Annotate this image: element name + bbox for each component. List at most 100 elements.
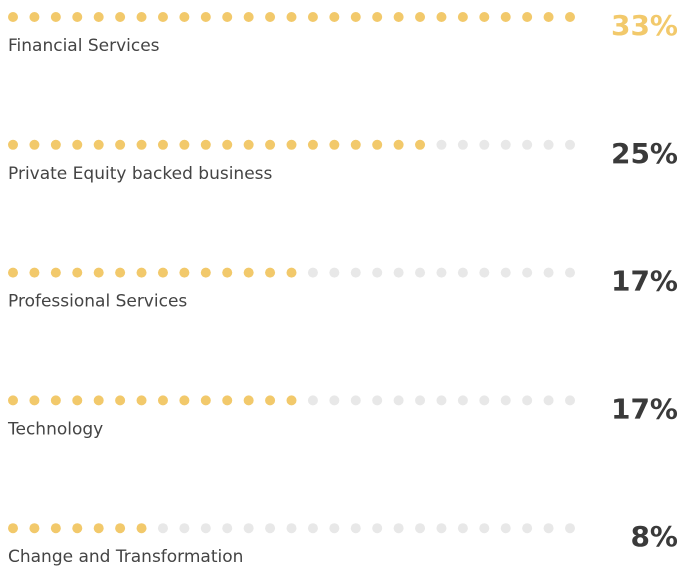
value-label: 17% <box>611 265 678 298</box>
dot-filled <box>479 12 490 22</box>
dot-empty <box>522 139 533 150</box>
dot-empty <box>457 395 468 406</box>
dot-empty <box>415 267 426 278</box>
dot-filled <box>50 139 61 150</box>
dot-empty <box>222 523 233 534</box>
category-label: Technology <box>7 419 103 439</box>
dot-empty <box>543 139 554 150</box>
dot-empty <box>307 395 318 406</box>
dot-filled <box>372 12 383 22</box>
dot-empty <box>157 523 168 534</box>
dot-filled <box>93 267 104 278</box>
dot-filled <box>329 12 340 22</box>
dot-empty <box>372 523 383 534</box>
dot-filled <box>93 12 104 22</box>
dot-filled <box>136 523 147 534</box>
value-label: 17% <box>611 392 678 425</box>
dot-empty <box>436 395 447 406</box>
dot-empty <box>500 523 511 534</box>
dot-filled <box>243 267 254 278</box>
dot-empty <box>200 523 211 534</box>
dot-filled <box>136 395 147 406</box>
dot-filled <box>200 267 211 278</box>
dot-filled <box>222 267 233 278</box>
value-label: 33% <box>611 9 678 42</box>
dot-filled <box>93 523 104 534</box>
dot-empty <box>436 267 447 278</box>
dot-filled <box>179 267 190 278</box>
dot-filled <box>115 139 126 150</box>
dot-filled <box>265 12 276 22</box>
dot-empty <box>479 395 490 406</box>
dot-filled <box>50 395 61 406</box>
dot-filled <box>50 523 61 534</box>
dot-empty <box>565 523 575 534</box>
dot-filled <box>72 267 83 278</box>
dot-filled <box>8 12 18 22</box>
dot-empty <box>543 523 554 534</box>
dot-filled <box>115 12 126 22</box>
dot-filled <box>200 139 211 150</box>
dot-filled <box>200 12 211 22</box>
dot-filled <box>93 395 104 406</box>
category-label: Professional Services <box>8 292 187 312</box>
dot-filled <box>29 523 40 534</box>
dot-empty <box>543 395 554 406</box>
dot-filled <box>157 395 168 406</box>
dot-empty <box>436 523 447 534</box>
dot-empty <box>500 267 511 278</box>
dot-filled <box>8 267 18 278</box>
dot-empty <box>307 523 318 534</box>
dot-filled <box>286 139 297 150</box>
dot-filled <box>50 267 61 278</box>
dot-filled <box>136 12 147 22</box>
dot-empty <box>372 395 383 406</box>
dot-filled <box>29 395 40 406</box>
dot-empty <box>565 395 575 406</box>
dot-filled <box>286 12 297 22</box>
dot-filled <box>350 139 361 150</box>
dot-filled <box>72 12 83 22</box>
dot-filled <box>8 523 18 534</box>
dot-filled <box>157 139 168 150</box>
dot-filled <box>329 139 340 150</box>
dot-filled <box>115 395 126 406</box>
dot-filled <box>415 12 426 22</box>
dot-filled <box>500 12 511 22</box>
dot-empty <box>500 139 511 150</box>
dot-empty <box>350 395 361 406</box>
dot-filled <box>29 12 40 22</box>
dot-filled <box>372 139 383 150</box>
dot-empty <box>372 267 383 278</box>
dot-empty <box>350 267 361 278</box>
dot-row <box>8 267 575 278</box>
dot-filled <box>243 12 254 22</box>
dot-filled <box>265 267 276 278</box>
dot-empty <box>307 267 318 278</box>
dot-empty <box>393 267 404 278</box>
dot-empty <box>457 523 468 534</box>
dot-empty <box>415 523 426 534</box>
dot-filled <box>243 395 254 406</box>
value-label: 8% <box>630 520 678 553</box>
dot-row <box>8 523 575 534</box>
dot-row <box>8 139 575 150</box>
dot-empty <box>522 523 533 534</box>
dot-empty <box>522 267 533 278</box>
dot-filled <box>543 12 554 22</box>
value-label: 25% <box>611 137 678 170</box>
dot-empty <box>436 139 447 150</box>
category-label: Financial Services <box>8 36 160 56</box>
dot-filled <box>200 395 211 406</box>
category-label: Private Equity backed business <box>8 164 273 184</box>
dot-filled <box>265 139 276 150</box>
dot-filled <box>93 139 104 150</box>
dot-filled <box>286 395 297 406</box>
dot-filled <box>136 267 147 278</box>
dot-empty <box>479 267 490 278</box>
dot-empty <box>415 395 426 406</box>
dot-empty <box>500 395 511 406</box>
dot-empty <box>543 267 554 278</box>
dot-filled <box>243 139 254 150</box>
